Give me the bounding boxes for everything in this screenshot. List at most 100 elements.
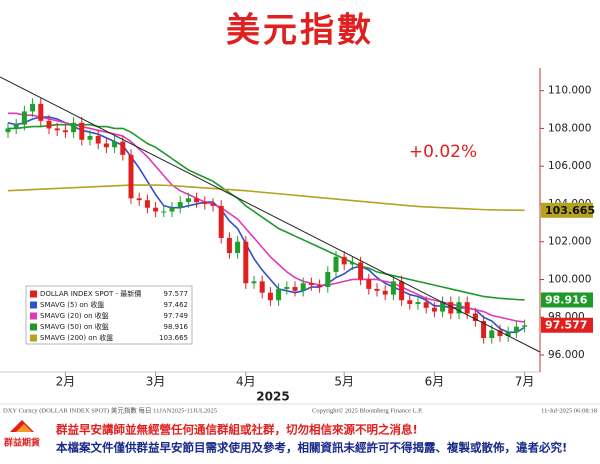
legend-box: [25, 285, 193, 345]
legend-label: SMAVG (20) on 收盤: [40, 311, 109, 320]
candle-body: [161, 211, 167, 213]
x-tick-label: 7月: [515, 375, 535, 389]
legend-value: 97.577: [164, 290, 189, 298]
value-tag: [541, 292, 593, 308]
candle-body: [251, 281, 257, 284]
candle-body: [333, 256, 339, 272]
y-tick-label: 108.000: [548, 122, 591, 134]
candle-body: [382, 290, 388, 295]
footer-timestamp: 11-Jul-2025 06:08:18: [541, 407, 597, 414]
footer-copyright: Copyright© 2025 Bloomberg Finance L.P.: [312, 407, 423, 414]
legend-label: DOLLAR INDEX SPOT - 最新價: [40, 289, 141, 298]
logo-text: 群益期貨: [3, 437, 40, 449]
value-tag-label: 97.577: [545, 319, 587, 332]
y-tick-label: 102.000: [548, 236, 591, 248]
candle-body: [292, 287, 298, 291]
y-tick-label: 100.000: [548, 273, 591, 285]
trend-line: [0, 76, 541, 353]
candle-body: [497, 330, 503, 337]
candle-body: [103, 143, 109, 148]
candle-body: [390, 281, 396, 295]
candle-body: [300, 283, 306, 291]
year-label: 2025: [256, 390, 289, 404]
candle-body: [489, 330, 495, 339]
candle-body: [38, 103, 44, 121]
candle-body: [185, 198, 191, 203]
candle-body: [366, 279, 372, 289]
candle-body: [169, 207, 175, 212]
annotation: +0.02%: [409, 142, 477, 162]
candle-body: [95, 135, 101, 144]
value-tag-label: 103.665: [545, 204, 595, 217]
candle-body: [522, 325, 528, 327]
candle-body: [62, 130, 68, 133]
x-tick-label: 3月: [146, 375, 166, 389]
ma-line: [8, 112, 525, 323]
legend-label: SMAVG (50) on 收盤: [40, 322, 109, 331]
candle-body: [259, 281, 265, 293]
value-tag: [541, 202, 593, 218]
legend-swatch: [30, 312, 37, 320]
candle-body: [30, 103, 36, 112]
value-tag: [541, 317, 593, 333]
legend-label: SMAVG (5) on 收盤: [40, 300, 104, 309]
candle-body: [235, 241, 241, 254]
plot-area: 96.00098.000100.000102.000104.000106.000…: [0, 68, 595, 389]
candle-body: [505, 332, 511, 337]
candle-body: [267, 292, 273, 301]
candle-body: [341, 256, 347, 265]
legend-value: 97.462: [164, 301, 189, 309]
candle-body: [202, 202, 208, 204]
x-tick-label: 6月: [425, 375, 445, 389]
candle-body: [399, 281, 405, 301]
candle-body: [79, 122, 85, 140]
candle-body: [210, 203, 216, 206]
candle-body: [87, 135, 93, 140]
x-tick-label: 2月: [56, 375, 76, 389]
candle-body: [243, 241, 249, 284]
candle-body: [177, 202, 183, 208]
ma-line: [7, 116, 526, 334]
candle-body: [226, 237, 232, 254]
candle-body: [317, 285, 323, 288]
candle-body: [112, 141, 118, 148]
candle-body: [284, 287, 290, 289]
candle-body: [456, 302, 462, 314]
logo: 群益期貨: [3, 420, 40, 449]
candle-body: [276, 288, 282, 301]
candle-body: [144, 200, 150, 208]
legend-value: 103.665: [159, 334, 188, 342]
y-tick-label: 106.000: [548, 160, 591, 172]
candle-body: [481, 321, 487, 339]
candle-body: [5, 128, 11, 133]
x-tick-label: 5月: [334, 375, 354, 389]
candle-body: [513, 326, 519, 333]
candle-body: [120, 141, 126, 155]
candle-body: [54, 128, 60, 131]
logo-mark: [16, 424, 32, 432]
candle-body: [440, 302, 446, 312]
disclaimer-line: 本檔案文件僅供群益早安節目需求使用及參考，相關資訊未經許可不得揭露、複製或散佈，…: [56, 441, 567, 455]
candle-body: [407, 300, 413, 305]
candle-body: [136, 198, 142, 201]
candle-body: [218, 205, 224, 238]
x-tick-label: 4月: [236, 375, 256, 389]
candle-body: [423, 302, 429, 308]
legend-swatch: [30, 290, 37, 298]
candle-body: [46, 120, 52, 129]
candle-body: [374, 288, 380, 291]
footer-source: DXY Curncy (DOLLAR INDEX SPOT) 美元指數 每日 1…: [3, 405, 217, 414]
candle-body: [128, 154, 134, 199]
legend-swatch: [30, 301, 37, 309]
ma-line: [7, 184, 525, 212]
legend: DOLLAR INDEX SPOT - 最新價 97.577 SMAVG (5) o…: [25, 285, 193, 345]
candle-body: [71, 122, 77, 133]
candle-body: [431, 307, 437, 312]
candle-body: [415, 302, 421, 305]
candle-body: [13, 124, 19, 129]
y-tick-label: 96.000: [548, 349, 585, 361]
value-tag-label: 98.916: [545, 293, 588, 306]
candle-body: [308, 283, 314, 286]
